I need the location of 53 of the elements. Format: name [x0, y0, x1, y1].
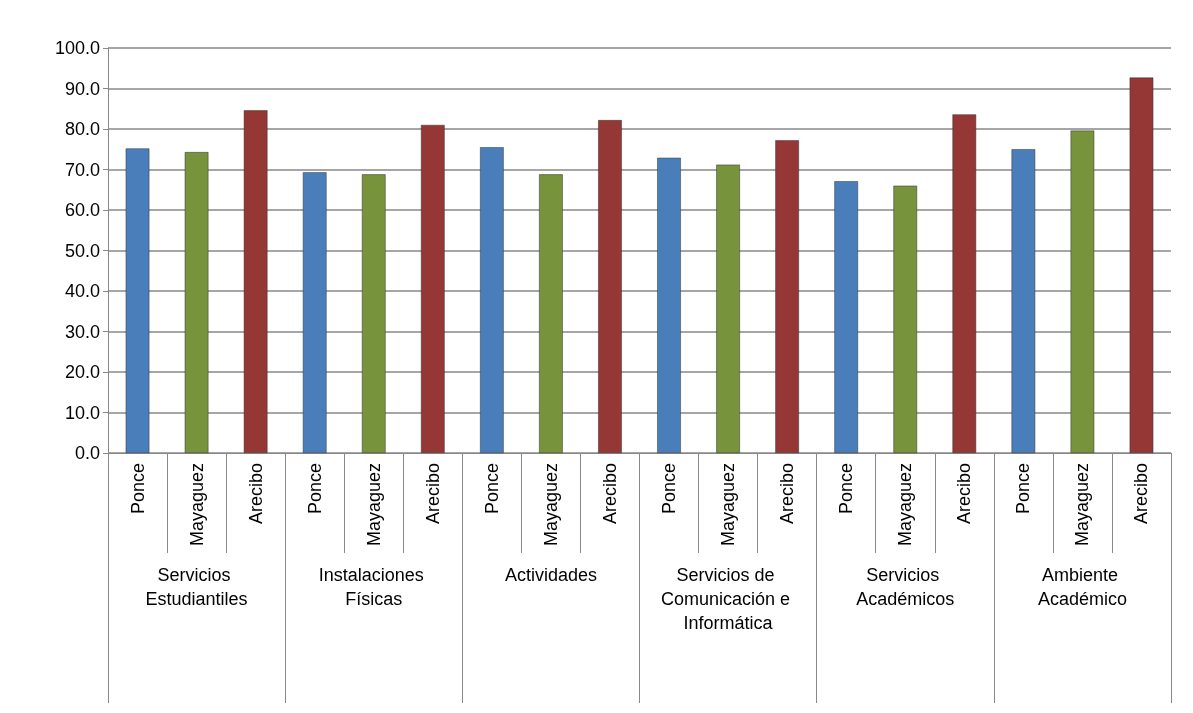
- text: Ponce: [659, 463, 680, 515]
- text: Ponce: [836, 463, 857, 515]
- bar: [1129, 77, 1154, 453]
- x-tick-label: Servicios de Comunicación e Informática: [661, 565, 796, 633]
- bar: [1070, 130, 1095, 453]
- bar: [834, 181, 859, 453]
- y-tick-label: 40.0: [64, 281, 100, 301]
- text: Ponce: [1013, 463, 1034, 515]
- bar: [893, 185, 918, 453]
- x-tick-label: Servicios Académicos: [856, 565, 955, 609]
- bar: [716, 164, 740, 453]
- bar: [775, 140, 799, 453]
- x-tick-label: Servicios Estudiantiles: [145, 565, 248, 609]
- y-tick-label: 20.0: [64, 362, 100, 382]
- text: Arecibo: [954, 463, 975, 525]
- y-tick-label: 0.0: [74, 443, 100, 463]
- bar: [480, 147, 504, 453]
- text: Mayaguez: [895, 463, 916, 547]
- text: Ponce: [127, 463, 148, 515]
- text: Mayaguez: [363, 463, 384, 547]
- x-tick-label: Instalaciones Físicas: [318, 565, 429, 609]
- text: Mayaguez: [718, 463, 739, 547]
- text: Arecibo: [599, 463, 620, 525]
- bar: [243, 110, 268, 453]
- y-tick-label: 90.0: [64, 78, 100, 99]
- y-tick-label: 50.0: [64, 240, 100, 261]
- bar: [539, 174, 563, 453]
- bar: [302, 172, 327, 453]
- bar: [1011, 149, 1036, 453]
- y-tick-label: 70.0: [64, 159, 100, 180]
- y-tick-label: 100.0: [54, 38, 100, 58]
- text: Arecibo: [422, 463, 443, 525]
- text: Ponce: [304, 463, 325, 515]
- bar: [361, 174, 386, 453]
- text: Ponce: [481, 463, 502, 515]
- y-tick-label: 30.0: [64, 321, 100, 342]
- bar: [184, 152, 209, 453]
- x-tick-label: Ambiente Académico: [1037, 565, 1127, 609]
- bar: [125, 148, 150, 453]
- y-tick-label: 10.0: [64, 402, 100, 423]
- bar: [598, 120, 622, 453]
- text: Arecibo: [1131, 463, 1152, 525]
- text: Mayaguez: [540, 463, 561, 547]
- text: Arecibo: [245, 463, 266, 525]
- text: Mayaguez: [186, 463, 207, 547]
- bar: [420, 124, 445, 453]
- text: Arecibo: [777, 463, 798, 525]
- y-tick-label: 80.0: [64, 119, 100, 139]
- bar: [657, 157, 681, 453]
- text: Mayaguez: [1072, 463, 1093, 547]
- bar: [952, 114, 977, 453]
- y-tick-label: 60.0: [64, 200, 100, 220]
- x-tick-label: Actividades: [504, 565, 597, 585]
